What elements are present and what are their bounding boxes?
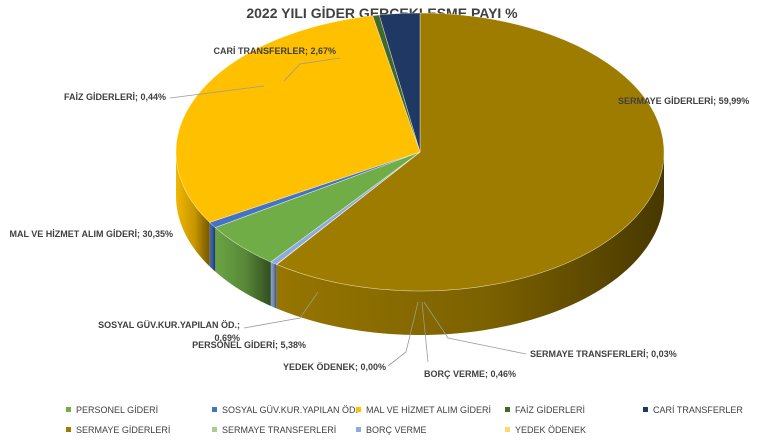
legend-label: YEDEK ÖDENEK bbox=[515, 425, 587, 435]
pie-side-shade-sosyal-g-v-kur-yapilan-d bbox=[209, 222, 216, 272]
legend-swatch bbox=[505, 407, 510, 413]
pie-side-shade-personel-gi-deri bbox=[215, 227, 271, 306]
leader-line-fai-z-gi-derleri bbox=[169, 85, 265, 99]
data-label-cari-transferler: CARİ TRANSFERLER; 2,67% bbox=[213, 46, 336, 56]
legend-item-personel-gi-deri: PERSONEL GİDERİ bbox=[66, 404, 158, 416]
legend-item-cari-transferler: CARİ TRANSFERLER bbox=[643, 404, 743, 416]
pie-slice-cari-transferler bbox=[378, 12, 421, 153]
legend-label: CARİ TRANSFERLER bbox=[653, 405, 743, 415]
leader-line-cari-transferler bbox=[283, 57, 341, 82]
data-label-sermaye-gi-derleri: SERMAYE GİDERLERİ; 59,99% bbox=[618, 96, 749, 106]
legend-swatch bbox=[66, 407, 71, 413]
leader-line-yedek-denek bbox=[387, 301, 419, 367]
legend-label: FAİZ GİDERLERİ bbox=[515, 405, 586, 415]
legend-swatch bbox=[66, 427, 71, 433]
data-label-bor-verme: BORÇ VERME; 0,46% bbox=[424, 369, 516, 379]
pie-chart: SERMAYE GİDERLERİ; 59,99% SERMAYE TRANSFE… bbox=[9, 12, 749, 379]
legend-item-mal-ve-hi-zmet-alim-gi-deri: MAL VE HİZMET ALIM GİDERİ bbox=[356, 404, 491, 416]
legend-label: BORÇ VERME bbox=[366, 425, 427, 435]
legend-swatch bbox=[356, 407, 361, 413]
pie-side-shade-sermaye-gi-derleri bbox=[276, 152, 664, 335]
legend-label: MAL VE HİZMET ALIM GİDERİ bbox=[366, 405, 492, 415]
legend-item-sermaye-transferleri: SERMAYE TRANSFERLERİ bbox=[212, 424, 336, 436]
data-label-sermaye-transferleri: SERMAYE TRANSFERLERİ; 0,03% bbox=[530, 349, 677, 359]
legend-swatch bbox=[356, 427, 361, 433]
data-label-personel-gi-deri: PERSONEL GİDERİ; 5,38% bbox=[192, 340, 306, 350]
legend-item-fai-z-gi-derleri: FAİZ GİDERLERİ bbox=[505, 404, 585, 416]
data-label-yedek-denek: YEDEK ÖDENEK; 0,00% bbox=[283, 362, 386, 372]
data-label-mal-ve-hi-zmet-alim-gi-deri: MAL VE HİZMET ALIM GİDERİ; 30,35% bbox=[9, 229, 173, 239]
legend: PERSONEL GİDERİ SOSYAL GÜV.KUR.YAPILAN ÖD… bbox=[0, 404, 764, 440]
legend-swatch bbox=[212, 407, 217, 413]
leader-line-sosyal-g-v-kur-yapilan-d bbox=[243, 291, 319, 329]
pie-slice-sermaye-gi-derleri bbox=[276, 12, 665, 292]
data-label-sosyal-g-v-kur-yapilan-d: SOSYAL GÜV.KUR.YAPILAN ÖD.; 0,69% bbox=[98, 320, 240, 343]
leader-line-sermaye-transferleri bbox=[423, 301, 527, 355]
legend-swatch bbox=[505, 427, 510, 433]
legend-item-sermaye-gi-derleri: SERMAYE GİDERLERİ bbox=[66, 424, 170, 436]
legend-label: PERSONEL GİDERİ bbox=[76, 405, 159, 415]
legend-item-bor-verme: BORÇ VERME bbox=[356, 424, 427, 436]
data-label-fai-z-gi-derleri: FAİZ GİDERLERİ; 0,44% bbox=[64, 92, 166, 102]
data-labels: SERMAYE GİDERLERİ; 59,99% SERMAYE TRANSFE… bbox=[9, 46, 749, 379]
legend-label: SERMAYE TRANSFERLERİ bbox=[222, 425, 337, 435]
legend-label: SOSYAL GÜV.KUR.YAPILAN ÖD. bbox=[222, 405, 359, 415]
leader-line-bor-verme bbox=[421, 301, 429, 363]
pie-tops bbox=[175, 12, 665, 292]
pie-side-shade-mal-ve-hi-zmet-alim-gi-deri bbox=[176, 152, 210, 267]
pie-slice-mal-ve-hi-zmet-alim-gi-deri bbox=[175, 15, 421, 223]
legend-item-sosyal-g-v-kur-yapilan-d: SOSYAL GÜV.KUR.YAPILAN ÖD. bbox=[212, 404, 358, 416]
legend-item-yedek-denek: YEDEK ÖDENEK bbox=[505, 424, 586, 436]
leader-lines bbox=[169, 57, 527, 367]
legend-swatch bbox=[643, 407, 648, 413]
legend-swatch bbox=[212, 427, 217, 433]
pie-sides bbox=[176, 152, 664, 335]
legend-label: SERMAYE GİDERLERİ bbox=[76, 425, 171, 435]
pie-side-shade-bor-verme bbox=[270, 261, 277, 309]
